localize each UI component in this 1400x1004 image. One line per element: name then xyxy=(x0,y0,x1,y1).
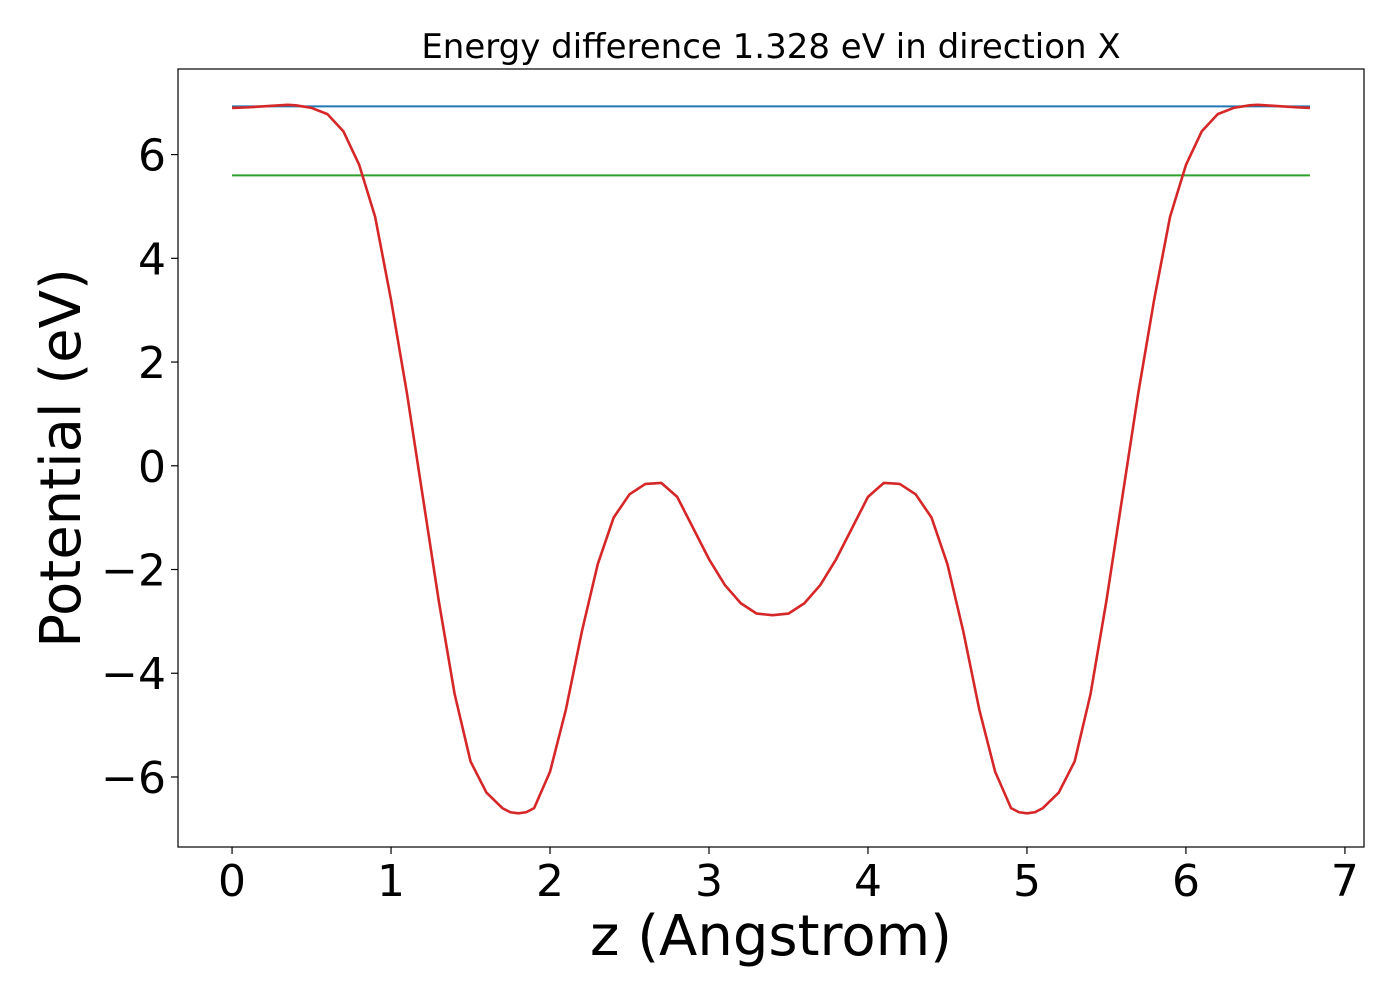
x-axis-label: z (Angstrom) xyxy=(590,904,952,969)
y-tick-label: 4 xyxy=(138,234,166,285)
x-tick-label: 6 xyxy=(1172,856,1200,907)
y-tick-label: −2 xyxy=(101,546,166,597)
x-tick-label: 3 xyxy=(695,856,723,907)
series-line-0 xyxy=(232,103,1311,815)
chart-title: Energy difference 1.328 eV in direction … xyxy=(421,27,1120,67)
axes-layer: 0 1 2 3 4 5 6 7 −6 −4 −2 0 2 4 6 xyxy=(101,131,1359,907)
plot-layer xyxy=(232,103,1311,815)
y-tick-label: −6 xyxy=(101,753,166,804)
plot-frame xyxy=(177,68,1365,848)
x-tick-label: 2 xyxy=(536,856,564,907)
y-tick-label: 6 xyxy=(138,131,166,182)
y-tick-label: −4 xyxy=(101,649,166,700)
x-tick-label: 5 xyxy=(1013,856,1041,907)
x-tick-label: 7 xyxy=(1331,856,1359,907)
x-tick-label: 0 xyxy=(218,856,246,907)
y-tick-label: 0 xyxy=(138,442,166,493)
y-axis-label: Potential (eV) xyxy=(29,268,94,648)
y-tick-label: 2 xyxy=(138,338,166,389)
x-tick-label: 4 xyxy=(854,856,882,907)
x-tick-label: 1 xyxy=(377,856,405,907)
